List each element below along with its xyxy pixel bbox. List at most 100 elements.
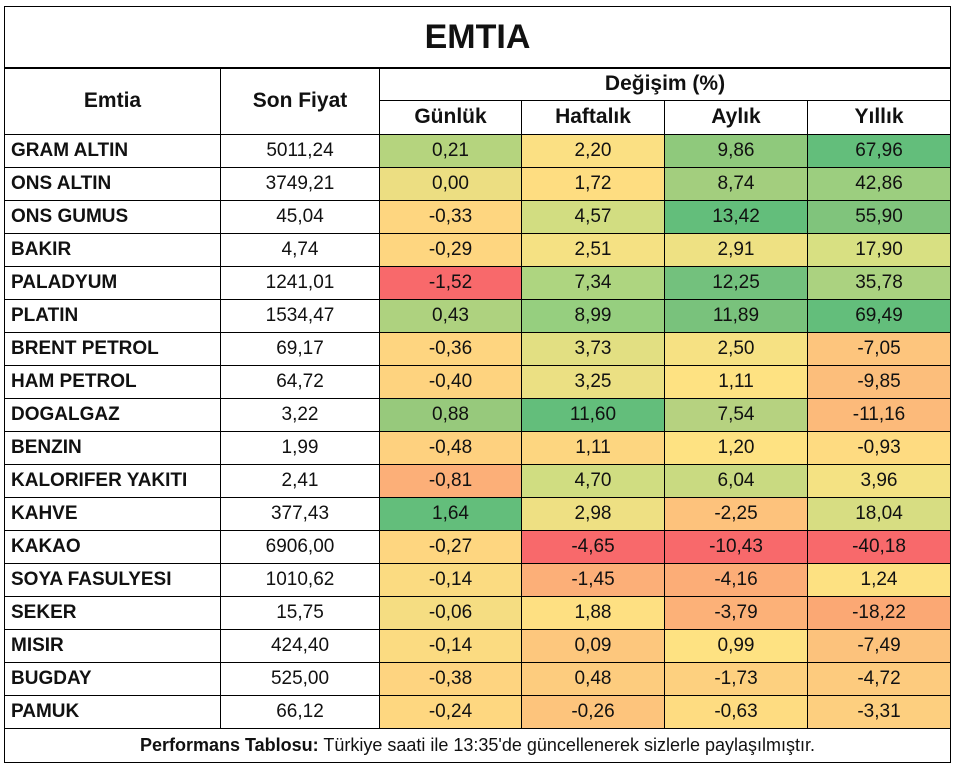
change-yillik: 17,90 [807, 232, 951, 267]
table-row: KALORIFER YAKITI 2,41 -0,81 4,70 6,04 3,96 [4, 463, 951, 498]
last-price: 5011,24 [220, 133, 380, 168]
commodity-name: PALADYUM [4, 265, 221, 300]
change-aylik: -2,25 [664, 496, 808, 531]
change-aylik: 8,74 [664, 166, 808, 201]
performance-table-frame: EMTIA Emtia Son Fiyat Değişim (%) Günlük… [4, 6, 951, 768]
change-gunluk: -0,06 [379, 595, 522, 630]
last-price: 1,99 [220, 430, 380, 465]
change-aylik: 13,42 [664, 199, 808, 234]
last-price: 1534,47 [220, 298, 380, 333]
table-row: BENZIN 1,99 -0,48 1,11 1,20 -0,93 [4, 430, 951, 465]
table-row: KAHVE 377,43 1,64 2,98 -2,25 18,04 [4, 496, 951, 531]
commodity-name: ONS ALTIN [4, 166, 221, 201]
change-haftalik: 2,51 [521, 232, 665, 267]
change-haftalik: 0,48 [521, 661, 665, 696]
change-aylik: 11,89 [664, 298, 808, 333]
change-yillik: 42,86 [807, 166, 951, 201]
change-yillik: -9,85 [807, 364, 951, 399]
change-aylik: -10,43 [664, 529, 808, 564]
change-yillik: -3,31 [807, 694, 951, 729]
commodity-name: ONS GUMUS [4, 199, 221, 234]
change-yillik: -11,16 [807, 397, 951, 432]
table-row: ONS ALTIN 3749,21 0,00 1,72 8,74 42,86 [4, 166, 951, 201]
change-haftalik: -4,65 [521, 529, 665, 564]
last-price: 424,40 [220, 628, 380, 663]
last-price: 3,22 [220, 397, 380, 432]
change-yillik: -7,05 [807, 331, 951, 366]
change-haftalik: 3,73 [521, 331, 665, 366]
change-gunluk: -0,40 [379, 364, 522, 399]
change-gunluk: 0,21 [379, 133, 522, 168]
last-price: 1010,62 [220, 562, 380, 597]
commodity-name: KAKAO [4, 529, 221, 564]
header-son-fiyat: Son Fiyat [220, 67, 380, 135]
last-price: 1241,01 [220, 265, 380, 300]
table-row: KAKAO 6906,00 -0,27 -4,65 -10,43 -40,18 [4, 529, 951, 564]
last-price: 6906,00 [220, 529, 380, 564]
change-yillik: 1,24 [807, 562, 951, 597]
commodity-name: DOGALGAZ [4, 397, 221, 432]
table-row: SOYA FASULYESI 1010,62 -0,14 -1,45 -4,16 1,24 [4, 562, 951, 597]
change-yillik: -40,18 [807, 529, 951, 564]
change-aylik: 0,99 [664, 628, 808, 663]
last-price: 15,75 [220, 595, 380, 630]
table-row: PAMUK 66,12 -0,24 -0,26 -0,63 -3,31 [4, 694, 951, 729]
footer-label: Performans Tablosu: [139, 734, 319, 755]
change-haftalik: 0,09 [521, 628, 665, 663]
last-price: 3749,21 [220, 166, 380, 201]
header-emtia: Emtia [4, 67, 221, 135]
table-row: PLATIN 1534,47 0,43 8,99 11,89 69,49 [4, 298, 951, 333]
commodity-name: SEKER [4, 595, 221, 630]
change-haftalik: -1,45 [521, 562, 665, 597]
change-aylik: 1,11 [664, 364, 808, 399]
change-haftalik: 1,11 [521, 430, 665, 465]
change-yillik: -0,93 [807, 430, 951, 465]
change-gunluk: -0,24 [379, 694, 522, 729]
last-price: 4,74 [220, 232, 380, 267]
change-haftalik: 4,70 [521, 463, 665, 498]
last-price: 45,04 [220, 199, 380, 234]
change-gunluk: 0,43 [379, 298, 522, 333]
change-yillik: 35,78 [807, 265, 951, 300]
commodity-name: SOYA FASULYESI [4, 562, 221, 597]
change-aylik: 2,91 [664, 232, 808, 267]
change-gunluk: 1,64 [379, 496, 522, 531]
header-aylik: Aylık [664, 99, 808, 135]
last-price: 69,17 [220, 331, 380, 366]
change-gunluk: -0,81 [379, 463, 522, 498]
change-aylik: -3,79 [664, 595, 808, 630]
change-aylik: 12,25 [664, 265, 808, 300]
change-gunluk: 0,88 [379, 397, 522, 432]
change-yillik: 55,90 [807, 199, 951, 234]
change-aylik: 9,86 [664, 133, 808, 168]
commodity-name: MISIR [4, 628, 221, 663]
commodity-name: BENZIN [4, 430, 221, 465]
change-aylik: 2,50 [664, 331, 808, 366]
last-price: 377,43 [220, 496, 380, 531]
commodity-name: GRAM ALTIN [4, 133, 221, 168]
change-gunluk: -0,14 [379, 628, 522, 663]
change-haftalik: 11,60 [521, 397, 665, 432]
commodity-table: EMTIA Emtia Son Fiyat Değişim (%) Günlük… [4, 6, 951, 763]
change-yillik: 67,96 [807, 133, 951, 168]
change-aylik: -1,73 [664, 661, 808, 696]
last-price: 525,00 [220, 661, 380, 696]
change-haftalik: 1,72 [521, 166, 665, 201]
change-aylik: 7,54 [664, 397, 808, 432]
change-haftalik: 2,98 [521, 496, 665, 531]
table-row: PALADYUM 1241,01 -1,52 7,34 12,25 35,78 [4, 265, 951, 300]
change-gunluk: -0,14 [379, 562, 522, 597]
change-gunluk: 0,00 [379, 166, 522, 201]
change-haftalik: -0,26 [521, 694, 665, 729]
change-yillik: -18,22 [807, 595, 951, 630]
table-row: BRENT PETROL 69,17 -0,36 3,73 2,50 -7,05 [4, 331, 951, 366]
commodity-name: KALORIFER YAKITI [4, 463, 221, 498]
change-haftalik: 8,99 [521, 298, 665, 333]
table-row: SEKER 15,75 -0,06 1,88 -3,79 -18,22 [4, 595, 951, 630]
footer-text: Türkiye saati ile 13:35'de güncellenerek… [318, 734, 816, 755]
commodity-name: PLATIN [4, 298, 221, 333]
table-row: GRAM ALTIN 5011,24 0,21 2,20 9,86 67,96 [4, 133, 951, 168]
change-aylik: 6,04 [664, 463, 808, 498]
change-gunluk: -0,29 [379, 232, 522, 267]
change-yillik: 3,96 [807, 463, 951, 498]
